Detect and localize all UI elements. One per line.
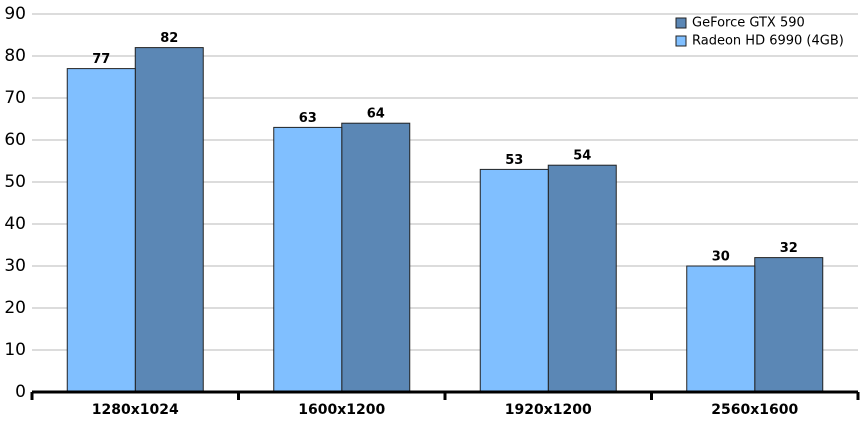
value-label: 54 (573, 149, 591, 164)
bar (479, 168, 549, 393)
legend-swatch (675, 17, 687, 29)
bar (341, 122, 411, 393)
bar (686, 265, 756, 393)
value-label: 53 (505, 153, 523, 168)
y-tick-label: 70 (4, 88, 26, 108)
legend-label: GeForce GTX 590 (692, 16, 805, 31)
legend-swatch (675, 35, 687, 47)
y-tick-label: 80 (4, 46, 26, 66)
x-tick-label: 1280x1024 (92, 402, 179, 418)
y-tick-label: 40 (4, 214, 26, 234)
y-tick-label: 60 (4, 130, 26, 150)
y-tick-label: 90 (4, 4, 26, 24)
value-label: 64 (367, 107, 385, 122)
value-label: 77 (92, 52, 110, 67)
value-label: 82 (160, 31, 178, 46)
bar (66, 68, 136, 393)
y-tick-label: 20 (4, 298, 26, 318)
y-tick-label: 30 (4, 256, 26, 276)
legend-label: Radeon HD 6990 (4GB) (692, 34, 844, 49)
x-tick-label: 1920x1200 (505, 402, 592, 418)
value-label: 30 (712, 250, 730, 265)
bar (134, 47, 204, 393)
value-label: 63 (299, 111, 317, 126)
value-label: 32 (780, 241, 798, 256)
bar (273, 126, 343, 393)
x-tick-label: 1600x1200 (298, 402, 385, 418)
x-tick-label: 2560x1600 (711, 402, 798, 418)
y-tick-label: 0 (15, 382, 26, 402)
y-tick-label: 10 (4, 340, 26, 360)
y-tick-label: 50 (4, 172, 26, 192)
bar (754, 257, 824, 393)
bar (547, 164, 617, 393)
